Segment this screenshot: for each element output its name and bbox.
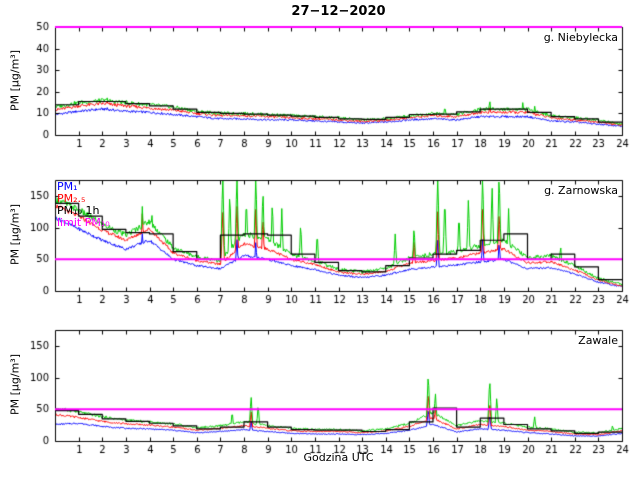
y-axis-label-panel3: PM [µg/m³] bbox=[8, 354, 22, 416]
legend-item-pm10-1h: PM₁₀ 1h bbox=[57, 204, 100, 217]
x-axis-label: Godzina UTC bbox=[303, 451, 374, 464]
y-axis-label-panel1: PM [µg/m³] bbox=[8, 50, 22, 112]
legend-item-pm25: PM₂.₅ bbox=[57, 192, 86, 205]
legend: PM₁ PM₂.₅ PM₁₀ 1h limit PM₁₀ bbox=[57, 181, 110, 229]
station-label-zawale: Zawale bbox=[578, 334, 618, 347]
legend-item-pm1: PM₁ bbox=[57, 180, 78, 193]
y-axis-label-panel2: PM [µg/m³] bbox=[8, 204, 22, 266]
station-label-niebylecka: g. Niebylecka bbox=[543, 31, 618, 44]
station-label-zarnowska: g. Zarnowska bbox=[544, 184, 618, 197]
legend-item-limit-pm10: limit PM₁₀ bbox=[57, 216, 110, 229]
chart-title: 27−12−2020 bbox=[291, 4, 386, 19]
